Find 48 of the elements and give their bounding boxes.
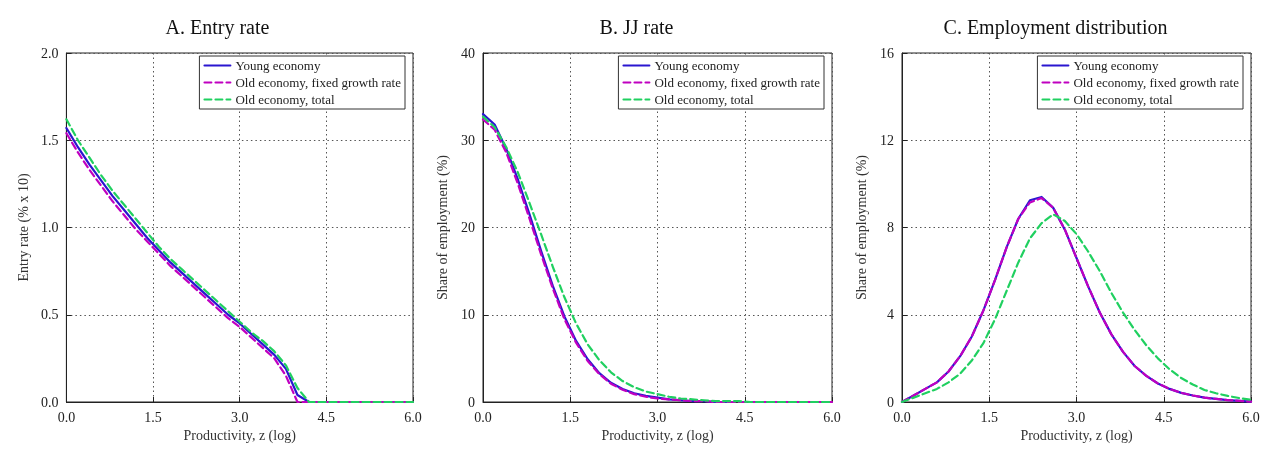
y-tick-label: 12	[880, 132, 894, 148]
y-tick-label: 0	[887, 394, 894, 410]
legend-label: Old economy, total	[235, 92, 335, 107]
y-tick-label: 10	[461, 307, 475, 323]
y-axis-title: Share of employment (%)	[434, 154, 451, 301]
chart-title: B. JJ rate	[599, 16, 674, 38]
legend-label: Young economy	[1073, 58, 1159, 73]
x-tick-label: 3.0	[1067, 409, 1086, 425]
x-axis-title: Productivity, z (log)	[601, 428, 714, 445]
line-series	[481, 112, 729, 404]
x-tick-label: 4.5	[736, 409, 754, 425]
y-axis-title: Share of employment (%)	[853, 154, 870, 301]
x-tick-label: 6.0	[1242, 409, 1260, 425]
x-axis-title: Productivity, z (log)	[183, 428, 297, 445]
x-tick-label: 0.0	[474, 409, 492, 425]
x-tick-label: 0.0	[57, 409, 76, 425]
y-tick-label: 20	[461, 220, 475, 235]
x-tick-label: 1.5	[980, 409, 998, 425]
y-tick-label: 30	[461, 132, 475, 148]
legend-label: Old economy, fixed growth rate	[654, 75, 821, 90]
y-tick-label: 4	[887, 307, 894, 323]
y-tick-label: 8	[887, 220, 894, 235]
x-tick-label: 1.5	[144, 409, 162, 425]
legend-label: Young economy	[235, 58, 321, 73]
y-tick-label: 1.0	[40, 220, 59, 235]
y-axis-title: Entry rate (% x 10)	[15, 173, 32, 282]
legend-label: Young economy	[654, 58, 740, 73]
x-tick-label: 3.0	[230, 409, 249, 425]
x-tick-label: 4.5	[1155, 409, 1173, 425]
x-tick-label: 6.0	[823, 409, 841, 425]
x-axis-title: Productivity, z (log)	[1020, 428, 1133, 445]
legend-label: Old economy, fixed growth rate	[1073, 75, 1240, 90]
legend-label: Old economy, fixed growth rate	[235, 75, 402, 90]
x-tick-label: 6.0	[404, 409, 422, 425]
y-tick-label: 16	[880, 45, 894, 61]
x-tick-label: 4.5	[317, 409, 336, 425]
x-tick-label: 3.0	[648, 409, 667, 425]
y-tick-label: 0	[468, 394, 475, 410]
y-tick-label: 1.5	[40, 132, 59, 148]
x-tick-label: 1.5	[561, 409, 579, 425]
y-tick-label: 40	[461, 45, 475, 61]
y-tick-label: 0.0	[40, 394, 59, 410]
legend-label: Old economy, total	[1073, 92, 1173, 107]
legend-label: Old economy, total	[654, 92, 754, 107]
chart-title: A. Entry rate	[165, 16, 270, 39]
y-tick-label: 0.5	[40, 307, 59, 323]
y-tick-label: 2.0	[40, 45, 59, 61]
chart-title: C. Employment distribution	[943, 16, 1168, 39]
